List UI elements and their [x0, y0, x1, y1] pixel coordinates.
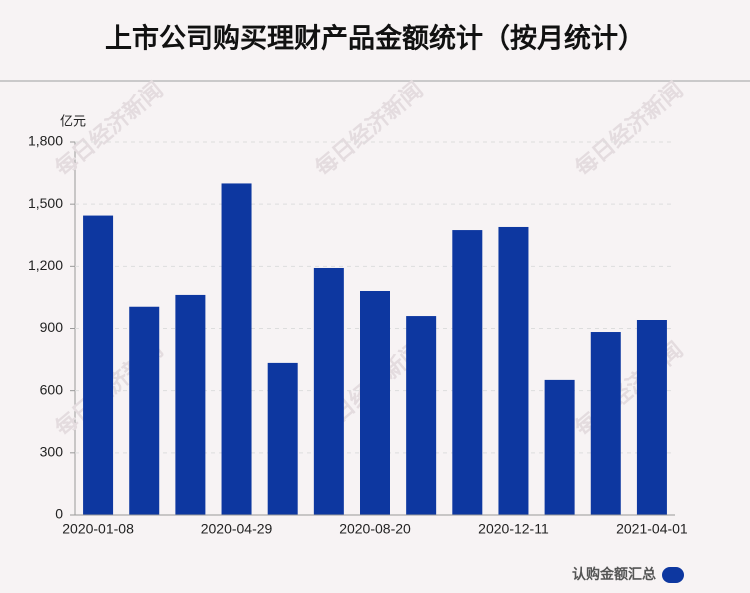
bar: [175, 294, 206, 515]
legend-swatch: [662, 567, 684, 583]
bar: [360, 290, 390, 515]
y-unit: 亿元: [60, 115, 86, 130]
y-tick-label: 600: [40, 381, 64, 397]
y-tick-label: 0: [55, 506, 63, 522]
x-tick-label: 2020-04-29: [201, 521, 273, 537]
watermark: 每日经济新闻: [570, 77, 688, 182]
bar: [452, 230, 483, 515]
y-tick-label: 1,800: [28, 133, 63, 149]
y-tick-label: 1,500: [28, 195, 63, 211]
bar: [221, 183, 252, 515]
y-tick-label: 900: [40, 319, 64, 335]
watermark: 每日经济新闻: [570, 337, 688, 442]
x-tick-label: 2020-08-20: [339, 521, 411, 537]
x-tick-label: 2021-04-01: [616, 521, 688, 537]
bar: [406, 316, 437, 515]
x-tick-label: 2020-01-08: [62, 521, 134, 537]
bar: [498, 226, 529, 515]
bar: [267, 362, 298, 515]
legend-label: 认购金额汇总: [572, 566, 656, 583]
bar: [83, 215, 114, 515]
watermark: 每日经济新闻: [310, 77, 428, 182]
bar: [590, 332, 621, 515]
x-tick-label: 2020-12-11: [478, 521, 549, 537]
bar: [313, 267, 344, 515]
chart-title: 上市公司购买理财产品金额统计（按月统计）: [105, 23, 645, 55]
bar: [544, 379, 575, 515]
y-tick-label: 1,200: [28, 257, 63, 273]
bar: [129, 306, 160, 515]
y-tick-label: 300: [40, 444, 64, 460]
bar: [636, 320, 667, 515]
